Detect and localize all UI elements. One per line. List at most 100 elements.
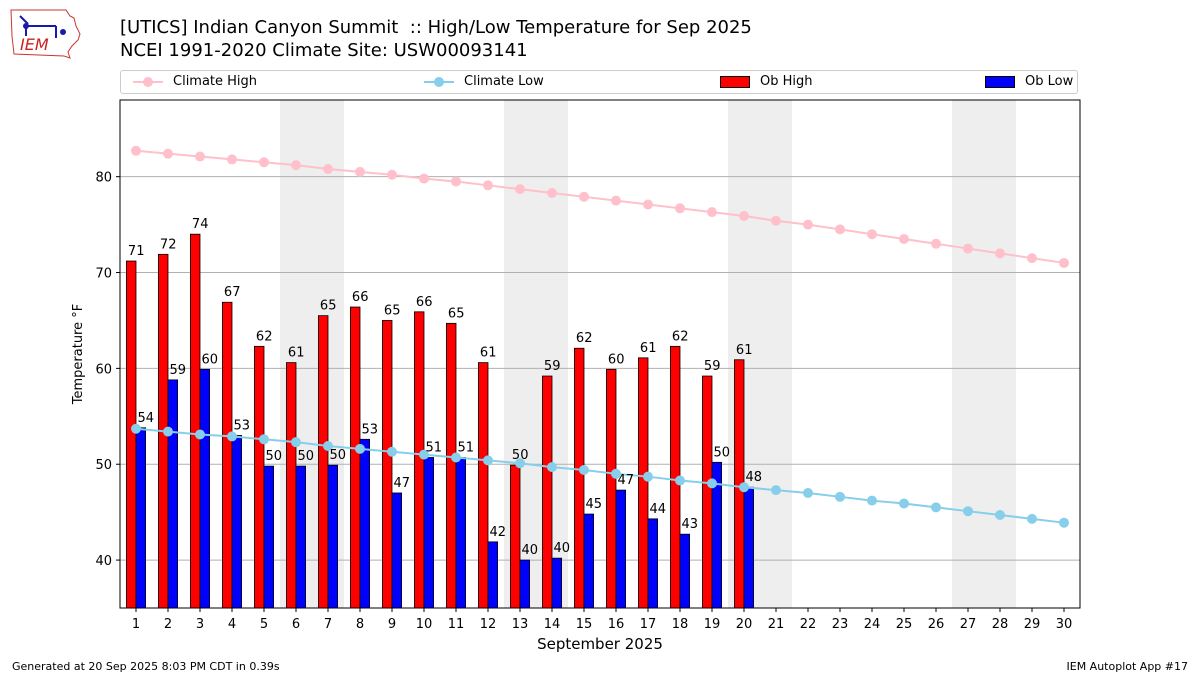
ob-low-bar (391, 492, 403, 609)
y-tick-label: 80 (95, 171, 112, 186)
legend-climate-low: Climate Low (424, 74, 544, 89)
climate-low-point (931, 502, 941, 513)
ob-high-bar (702, 375, 713, 609)
climate-high-point (707, 207, 717, 218)
x-tick-label: 27 (960, 617, 977, 632)
ob-high-label: 50 (512, 448, 529, 463)
climate-low-point (643, 471, 653, 482)
x-tick-label: 8 (356, 617, 364, 632)
legend-ob-low: Ob Low (984, 74, 1073, 89)
climate-low-point (515, 458, 525, 469)
x-tick-label: 9 (388, 617, 396, 632)
ob-low-bar (423, 457, 435, 609)
climate-high-point (547, 187, 557, 198)
ob-high-bar (317, 315, 329, 609)
climate-low-point (387, 446, 397, 457)
legend-ob-high: Ob High (719, 74, 813, 89)
ob-low-bar (167, 379, 179, 609)
ob-high-label: 62 (672, 329, 689, 344)
ob-high-bar (381, 320, 393, 609)
ob-low-bar (551, 557, 563, 609)
ob-high-bar (445, 322, 457, 609)
ob-high-bar (285, 362, 297, 609)
climate-low-swatch (424, 75, 454, 89)
ob-high-bar (542, 375, 553, 609)
ob-low-bar (135, 427, 147, 609)
ob-low-label: 51 (458, 441, 475, 456)
x-tick-label: 2 (164, 617, 172, 632)
ob-low-label: 54 (138, 411, 155, 426)
ob-low-bar (327, 464, 339, 609)
ob-low-label: 42 (490, 525, 507, 540)
climate-high-point (611, 195, 621, 206)
weekend-shade (952, 100, 1016, 608)
ob-high-bar (509, 464, 521, 609)
ob-low-label: 50 (266, 449, 283, 464)
climate-low-point (835, 491, 845, 502)
climate-high-point (131, 145, 141, 156)
ob-high-bar (413, 311, 425, 609)
y-tick-label: 70 (95, 267, 112, 282)
ob-high-label: 67 (224, 285, 241, 300)
climate-high-point (963, 243, 973, 254)
climate-high-point (771, 215, 781, 226)
x-tick-label: 26 (928, 617, 945, 632)
climate-low-point (963, 506, 973, 517)
climate-low-point (419, 449, 429, 460)
climate-high-point (1059, 257, 1069, 268)
ob-low-bar (199, 368, 211, 609)
climate-low-point (163, 426, 173, 437)
x-tick-label: 16 (608, 617, 625, 632)
climate-low-point (867, 495, 877, 506)
x-tick-label: 19 (704, 617, 721, 632)
legend-ob-low-label: Ob Low (1025, 74, 1074, 89)
ob-high-label: 65 (448, 306, 465, 321)
ob-low-bar (583, 513, 595, 609)
climate-low-point (131, 423, 141, 434)
x-tick-label: 7 (324, 617, 332, 632)
ob-high-bar (574, 347, 585, 609)
climate-low-point (483, 455, 493, 466)
ob-high-label: 59 (704, 359, 721, 374)
climate-low-point (611, 468, 621, 479)
ob-low-swatch (985, 75, 1015, 88)
ob-high-bar (189, 233, 201, 609)
climate-high-point (835, 224, 845, 235)
ob-low-label: 59 (170, 363, 187, 378)
x-tick-label: 22 (800, 617, 817, 632)
y-axis-label: Temperature °F (71, 304, 86, 405)
ob-low-label: 50 (330, 448, 347, 463)
climate-low-point (227, 431, 237, 442)
climate-high-point (739, 210, 749, 221)
ob-low-label: 43 (682, 517, 699, 532)
climate-low-point (323, 441, 333, 452)
ob-high-label: 62 (576, 331, 593, 346)
climate-low-point (675, 475, 685, 486)
climate-low-point (259, 434, 269, 445)
ob-high-label: 72 (160, 237, 177, 252)
ob-low-label: 53 (362, 422, 379, 437)
ob-high-label: 65 (384, 303, 401, 318)
x-tick-label: 18 (672, 617, 689, 632)
x-tick-label: 12 (480, 617, 497, 632)
x-tick-label: 29 (1024, 617, 1041, 632)
ob-high-label: 71 (128, 244, 145, 259)
ob-high-bar (126, 260, 137, 609)
ob-low-bar (487, 541, 499, 609)
logo-text: IEM (20, 35, 49, 54)
ob-low-label: 45 (586, 497, 603, 512)
x-tick-label: 15 (576, 617, 593, 632)
ob-high-bar (477, 362, 489, 609)
ob-low-bar (455, 457, 467, 609)
climate-low-point (1059, 517, 1069, 528)
x-tick-label: 3 (196, 617, 204, 632)
climate-low-point (707, 478, 717, 489)
y-tick-label: 60 (95, 362, 112, 377)
iem-logo: IEM (8, 6, 84, 64)
climate-high-point (931, 238, 941, 249)
temperature-chart: 71 72746762616566656665615059626061625961… (71, 99, 1081, 653)
climate-high-point (803, 219, 813, 230)
climate-high-point (259, 157, 269, 168)
climate-high-line (135, 149, 1065, 264)
legend-climate-high: Climate High (133, 74, 257, 89)
